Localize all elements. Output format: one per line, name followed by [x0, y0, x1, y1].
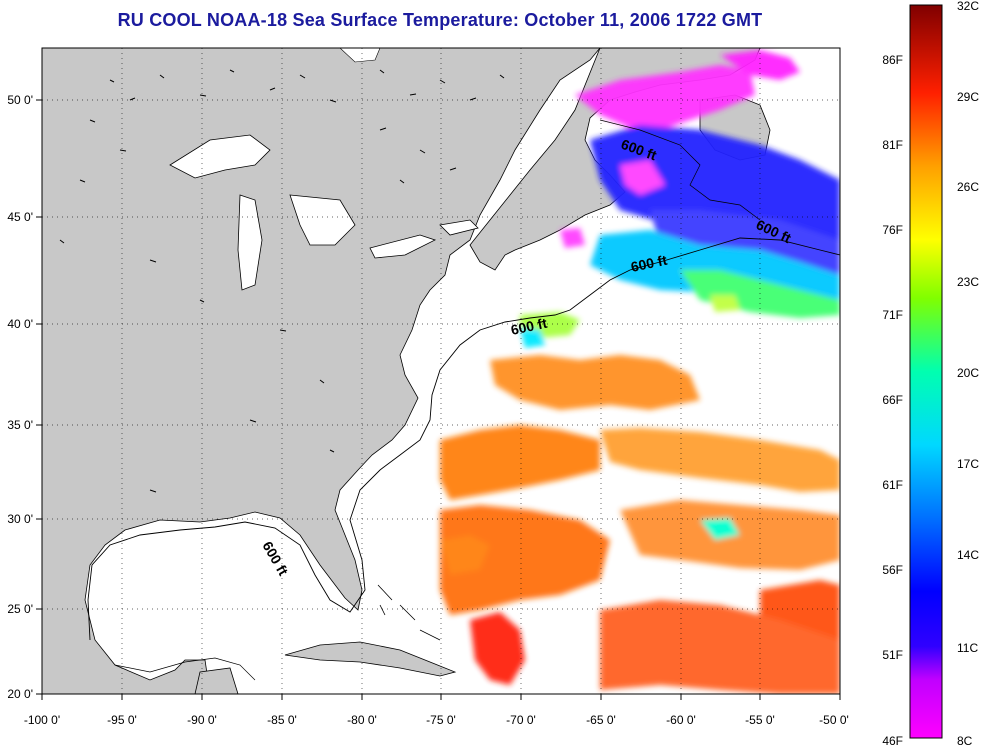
colorbar-celsius-label: 32C — [957, 0, 979, 13]
sst-data-layer — [440, 50, 840, 694]
x-tick-label: -100 0' — [24, 713, 60, 727]
colorbar-celsius-label: 26C — [957, 180, 979, 194]
lake-ontario — [439, 219, 479, 236]
colorbar-fahrenheit-label: 81F — [882, 138, 903, 152]
colorbar-celsius-label: 23C — [957, 275, 979, 289]
axis-ticks — [36, 99, 841, 700]
colorbar-fahrenheit-label: 76F — [882, 223, 903, 237]
lake-huron — [289, 194, 356, 246]
colorbar-fahrenheit-label: 61F — [882, 478, 903, 492]
colorbar-celsius-label: 8C — [957, 734, 973, 748]
colorbar-fahrenheit-label: 86F — [882, 53, 903, 67]
colorbar-celsius-label: 20C — [957, 366, 979, 380]
x-tick-label: -80 0' — [347, 713, 377, 727]
colorbar-gradient — [909, 4, 943, 739]
x-tick-label: -60 0' — [666, 713, 696, 727]
lake-michigan — [237, 194, 263, 291]
yucatan-land — [194, 667, 239, 694]
map-title: RU COOL NOAA-18 Sea Surface Temperature:… — [117, 10, 763, 30]
x-tick-label: -90 0' — [187, 713, 217, 727]
y-tick-label: 50 0' — [7, 93, 33, 107]
north-america-land — [42, 48, 601, 694]
colorbar-fahrenheit-label: 56F — [882, 563, 903, 577]
x-axis-labels: -100 0' -95 0' -90 0' -85 0' -80 0' -75 … — [24, 713, 849, 727]
isobath-label: 600 ft — [509, 315, 548, 338]
x-tick-label: -85 0' — [267, 713, 297, 727]
colorbar-celsius-label: 29C — [957, 90, 979, 104]
colorbar-fahrenheit-label: 71F — [882, 308, 903, 322]
graticule — [42, 48, 840, 694]
temperature-colorbar: 32C 29C 26C 23C 20C 17C 14C 11C 8C 86F 8… — [882, 0, 979, 748]
y-tick-label: 20 0' — [7, 687, 33, 701]
x-tick-label: -95 0' — [107, 713, 137, 727]
x-tick-label: -55 0' — [745, 713, 775, 727]
isobath-600ft-line — [87, 237, 840, 641]
cuba-land — [284, 641, 457, 677]
inland-lakes — [59, 69, 505, 493]
y-tick-label: 40 0' — [7, 317, 33, 331]
y-tick-label: 45 0' — [7, 210, 33, 224]
x-tick-label: -70 0' — [506, 713, 536, 727]
lake-superior — [169, 134, 271, 179]
x-tick-label: -75 0' — [426, 713, 456, 727]
x-tick-label: -50 0' — [819, 713, 849, 727]
colorbar-fahrenheit-label: 51F — [882, 648, 903, 662]
colorbar-celsius-label: 17C — [957, 457, 979, 471]
colorbar-fahrenheit-label: 46F — [882, 734, 903, 748]
bahamas-islands — [377, 584, 441, 641]
james-bay-water — [339, 48, 381, 63]
colorbar-fahrenheit-label: 66F — [882, 393, 903, 407]
lake-erie — [369, 234, 437, 259]
colorbar-celsius-label: 14C — [957, 548, 979, 562]
isobath-label: 600 ft — [629, 252, 668, 275]
x-tick-label: -65 0' — [586, 713, 616, 727]
colorbar-celsius-label: 11C — [957, 641, 978, 655]
y-tick-label: 35 0' — [7, 418, 33, 432]
gulf-shelf-line — [114, 657, 256, 681]
isobath-600ft-line-north — [599, 119, 761, 221]
y-axis-labels: 20 0' 25 0' 30 0' 35 0' 40 0' 45 0' 50 0… — [7, 93, 33, 701]
y-tick-label: 30 0' — [7, 512, 33, 526]
y-tick-label: 25 0' — [7, 602, 33, 616]
